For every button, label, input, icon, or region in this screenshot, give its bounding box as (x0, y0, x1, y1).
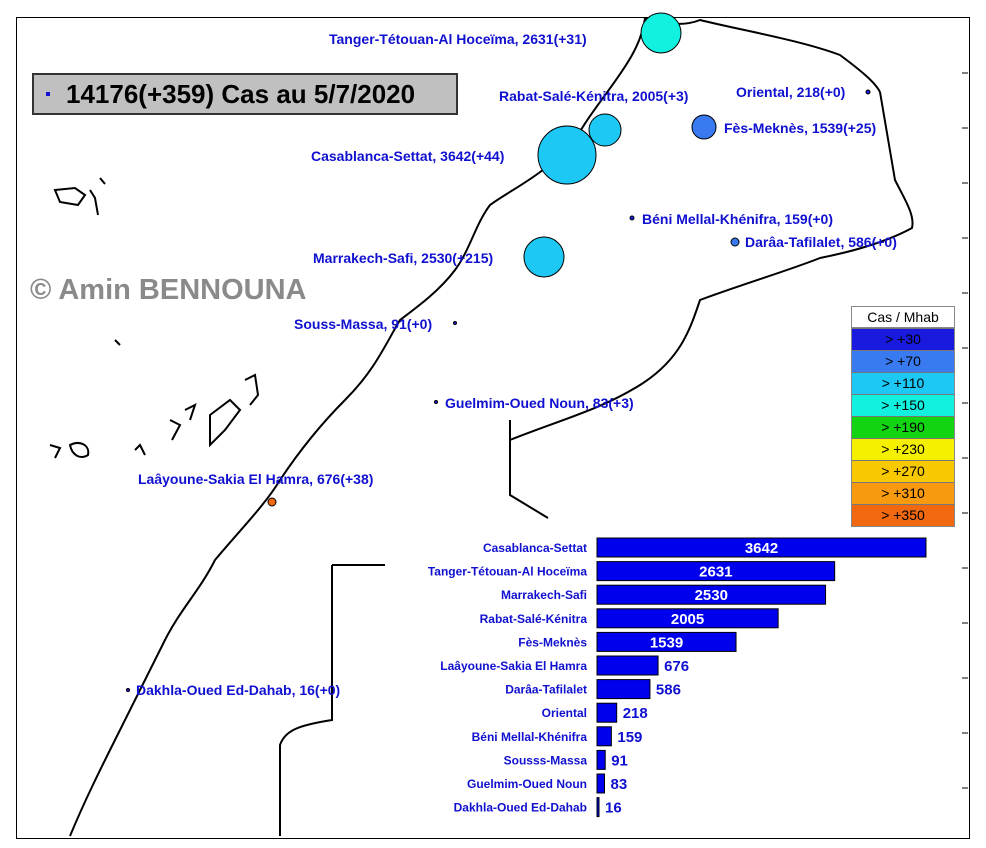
bubble-beni-mellal (629, 215, 635, 221)
bubble-sousss (453, 321, 457, 325)
map-label-fes: Fès-Meknès, 1539(+25) (724, 120, 877, 136)
legend-title: Cas / Mhab (852, 307, 954, 328)
bar (596, 537, 927, 558)
bar-value-label: 3642 (745, 540, 778, 557)
bar (596, 679, 651, 700)
island-4 (209, 398, 242, 448)
map-label-dakhla: Dakhla-Oued Ed-Dahab, 16(+0) (136, 682, 341, 698)
bar-category-label: Fès-Meknès (518, 635, 587, 649)
legend-item: > +310 (852, 482, 954, 504)
bar-category-label: Darâa-Tafilalet (505, 683, 587, 697)
bubble-laayoune (267, 497, 277, 507)
bar (596, 749, 606, 770)
bar-category-label: Rabat-Salé-Kénitra (480, 612, 588, 626)
map-label-laayoune: Laâyoune-Sakia El Hamra, 676(+38) (138, 471, 374, 487)
island-10 (49, 444, 62, 459)
bar-value-label: 218 (623, 705, 648, 722)
bullet-icon (46, 92, 50, 96)
copyright-text: © Amin BENNOUNA (30, 274, 307, 306)
bar-value-label: 2631 (699, 564, 732, 581)
map-label-casablanca: Casablanca-Settat, 3642(+44) (311, 148, 505, 164)
bar (596, 608, 779, 629)
bar-category-label: Laâyoune-Sakia El Hamra (440, 659, 587, 673)
bar-category-label: Oriental (542, 706, 587, 720)
bar (596, 702, 618, 723)
map-label-oriental: Oriental, 218(+0) (736, 84, 846, 100)
bar-value-label: 586 (656, 682, 681, 699)
legend-item: > +350 (852, 504, 954, 526)
island-7 (169, 419, 182, 441)
bubble-daraa (730, 237, 740, 247)
bubble-dakhla (126, 688, 130, 692)
legend-item: > +230 (852, 438, 954, 460)
southern-border (509, 420, 549, 519)
coastline (69, 17, 646, 837)
bar-category-label: Tanger-Tétouan-Al Hoceïma (428, 565, 587, 579)
bar (596, 584, 827, 605)
island-6 (184, 403, 197, 421)
legend-item: > +150 (852, 394, 954, 416)
bubble-guelmim (434, 400, 438, 404)
map-label-rabat: Rabat-Salé-Kénitra, 2005(+3) (499, 88, 689, 104)
island-8 (134, 443, 146, 456)
bar-category-label: Guelmim-Oued Noun (467, 777, 587, 791)
bubble-marrakech (523, 236, 565, 278)
legend-item: > +30 (852, 328, 954, 350)
bar-category-label: Béni Mellal-Khénifra (472, 730, 588, 744)
legend-item: > +270 (852, 460, 954, 482)
map-label-sousss: Souss-Massa, 91(+0) (294, 316, 433, 332)
bar-category-label: Dakhla-Oued Ed-Dahab (454, 801, 587, 815)
island-2 (89, 189, 99, 216)
bar (596, 561, 836, 582)
bar-value-label: 16 (605, 800, 622, 817)
inner-border (279, 564, 385, 836)
bar (596, 726, 612, 747)
bar (596, 773, 605, 794)
bar-value-label: 1539 (650, 634, 683, 651)
bubble-fes (691, 114, 717, 140)
legend-item: > +110 (852, 372, 954, 394)
island-9 (68, 442, 90, 458)
bar (596, 797, 600, 818)
legend-item: > +70 (852, 350, 954, 372)
legend-item: > +190 (852, 416, 954, 438)
bar (596, 655, 659, 676)
coast-detail (114, 339, 121, 346)
bar-value-label: 676 (664, 658, 689, 675)
bar-value-label: 159 (617, 729, 642, 746)
island-5 (244, 373, 260, 406)
bubble-oriental (865, 89, 871, 95)
bar-value-label: 91 (611, 752, 628, 769)
bar (596, 631, 737, 652)
map-label-guelmim: Guelmim-Oued Noun, 83(+3) (445, 395, 634, 411)
bubble-rabat (588, 113, 622, 147)
bar-category-label: Sousss-Massa (504, 753, 588, 767)
eastern-border (509, 91, 914, 441)
bar-value-label: 83 (610, 776, 627, 793)
island-1 (53, 186, 87, 207)
bar-category-label: Marrakech-Safi (501, 588, 587, 602)
bar-value-label: 2530 (695, 587, 728, 604)
bar-value-label: 2005 (671, 611, 704, 628)
color-legend: Cas / Mhab > +30 > +70 > +110 > +150 > +190 >… (851, 306, 955, 527)
plot-frame (16, 17, 970, 839)
map-label-marrakech: Marrakech-Safi, 2530(+215) (313, 250, 494, 266)
map-label-daraa: Darâa-Tafilalet, 586(+0) (745, 234, 897, 250)
bubble-tanger (640, 12, 682, 54)
island-3 (99, 177, 106, 185)
map-label-beni-mellal: Béni Mellal-Khénifra, 159(+0) (642, 211, 834, 227)
bar-category-label: Casablanca-Settat (483, 541, 587, 555)
map-label-tanger: Tanger-Tétouan-Al Hoceïma, 2631(+31) (329, 31, 587, 47)
total-cases-box (32, 73, 458, 115)
total-cases-title: 14176(+359) Cas au 5/7/2020 (66, 79, 416, 109)
bubble-casablanca (537, 125, 597, 185)
